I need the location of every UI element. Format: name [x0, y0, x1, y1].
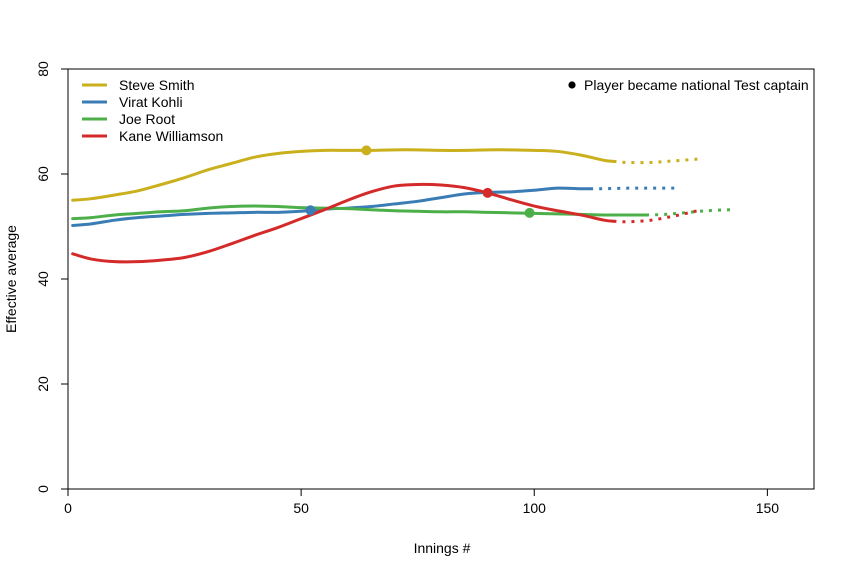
marker-note: Player became national Test captain: [568, 77, 809, 93]
captain-point-joe-root: [524, 207, 535, 218]
legend-label-virat-kohli: Virat Kohli: [119, 94, 183, 110]
x-axis-label: Innings #: [414, 540, 471, 556]
captain-markers: [305, 145, 535, 218]
captain-point-virat-kohli: [305, 205, 316, 216]
series-layer: [71, 148, 731, 264]
x-tick-label: 50: [293, 500, 309, 516]
y-tick-label: 60: [35, 166, 51, 182]
x-axis: 0 50 100 150: [64, 489, 779, 516]
legend-label-kane-williamson: Kane Williamson: [119, 128, 223, 144]
legend-label-joe-root: Joe Root: [119, 111, 175, 127]
y-axis-label: Effective average: [3, 225, 19, 333]
x-tick-label: 150: [756, 500, 780, 516]
series-projection-joe-root: [646, 208, 731, 217]
marker-note-dot: [568, 81, 576, 89]
y-tick-label: 40: [35, 271, 51, 287]
x-tick-label: 100: [523, 500, 547, 516]
series-projection-virat-kohli: [590, 186, 679, 191]
y-tick-label: 20: [35, 376, 51, 392]
series-projection-steve-smith: [613, 157, 703, 165]
series-line-joe-root: [71, 204, 648, 221]
y-axis: 0 20 40 60 80: [35, 61, 68, 493]
marker-note-text: Player became national Test captain: [584, 77, 809, 93]
y-tick-label: 0: [35, 485, 51, 493]
series-line-kane-williamson: [71, 182, 616, 264]
captain-point-kane-williamson: [482, 187, 493, 198]
captain-point-steve-smith: [361, 145, 372, 156]
y-tick-label: 80: [35, 61, 51, 77]
series-line-steve-smith: [71, 148, 616, 202]
legend-label-steve-smith: Steve Smith: [119, 77, 194, 93]
x-tick-label: 0: [64, 500, 72, 516]
